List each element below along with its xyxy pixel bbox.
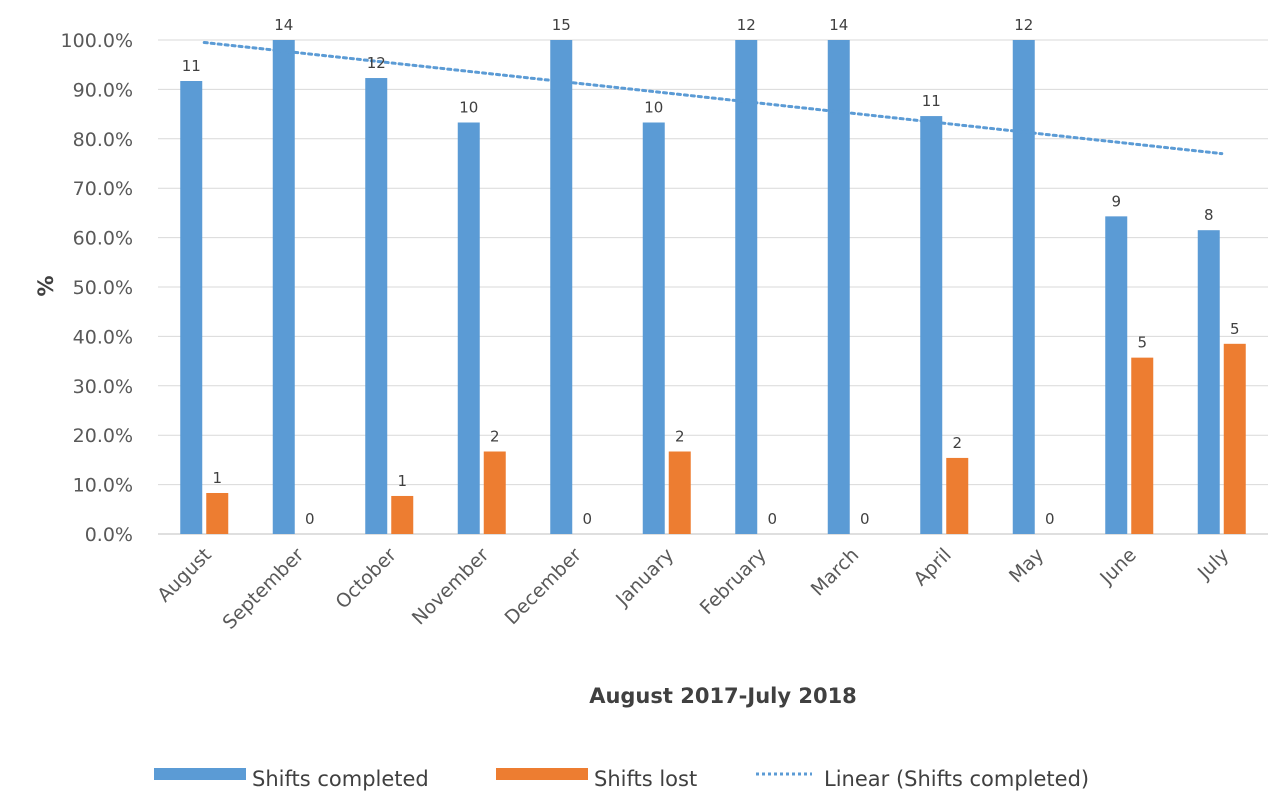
x-tick-label-august: August	[153, 544, 216, 607]
data-label-shifts-completed-july: 8	[1204, 206, 1214, 224]
bar-shifts-completed-november	[457, 122, 480, 535]
bar-shifts-lost-june	[1131, 357, 1154, 534]
bar-shifts-lost-january	[668, 451, 691, 534]
bar-shifts-completed-august	[180, 81, 203, 534]
bar-shifts-lost-july	[1223, 343, 1246, 534]
data-label-shifts-completed-september: 14	[274, 16, 293, 34]
x-tick-label-december: December	[501, 544, 586, 629]
legend: Shifts completed Shifts lost Linear (Shi…	[154, 767, 1089, 791]
x-tick-label-february: February	[696, 544, 771, 619]
data-label-shifts-lost-september: 0	[305, 510, 315, 528]
y-tick-label: 0.0%	[85, 524, 133, 546]
bar-shifts-lost-october	[391, 495, 414, 534]
x-tick-label-november: November	[408, 544, 494, 630]
bar-shifts-lost-april	[946, 457, 969, 534]
x-tick-label-october: October	[331, 544, 400, 613]
bar-shifts-completed-july	[1197, 230, 1220, 534]
data-label-shifts-lost-january: 2	[675, 428, 685, 446]
bar-shifts-completed-october	[365, 78, 388, 535]
legend-label-shifts-lost: Shifts lost	[594, 767, 697, 791]
data-label-shifts-lost-july: 5	[1230, 320, 1240, 338]
bar-shifts-lost-august	[206, 492, 229, 534]
bar-shifts-completed-april	[920, 116, 943, 535]
x-tick-label-september: September	[218, 544, 308, 634]
legend-label-shifts-completed: Shifts completed	[252, 767, 429, 791]
data-label-shifts-lost-april: 2	[952, 434, 962, 452]
legend-swatch-shifts-completed	[154, 768, 246, 780]
x-tick-label-july: July	[1193, 544, 1233, 584]
x-tick-label-june: June	[1095, 544, 1141, 590]
data-label-shifts-completed-august: 11	[182, 57, 201, 75]
data-label-shifts-lost-december: 0	[582, 510, 592, 528]
bar-shifts-completed-february	[735, 40, 758, 534]
y-tick-label: 20.0%	[73, 425, 133, 447]
legend-swatch-shifts-lost	[496, 768, 588, 780]
bar-shifts-completed-december	[550, 40, 573, 534]
data-label-shifts-completed-november: 10	[459, 98, 478, 116]
y-axis-ticks: 0.0% 10.0% 20.0% 30.0% 40.0% 50.0% 60.0% 70.0% 8…	[61, 30, 133, 546]
data-label-shifts-lost-may: 0	[1045, 510, 1055, 528]
y-tick-label: 90.0%	[73, 79, 133, 101]
data-label-shifts-completed-june: 9	[1111, 192, 1121, 210]
data-label-shifts-lost-august: 1	[212, 469, 222, 487]
y-tick-label: 50.0%	[73, 277, 133, 299]
data-label-shifts-completed-april: 11	[922, 92, 941, 110]
bar-shifts-completed-june	[1105, 216, 1128, 534]
trendline-layer	[202, 40, 1224, 156]
data-label-shifts-completed-december: 15	[552, 16, 571, 34]
x-tick-label-march: March	[807, 544, 864, 601]
bar-shifts-lost-november	[483, 451, 506, 534]
data-label-shifts-lost-february: 0	[767, 510, 777, 528]
y-tick-label: 10.0%	[73, 475, 133, 497]
bar-shifts-completed-march	[827, 40, 850, 534]
x-axis-title: August 2017-July 2018	[589, 684, 857, 708]
y-axis-title: %	[34, 275, 58, 296]
legend-label-trendline: Linear (Shifts completed)	[824, 767, 1089, 791]
y-tick-label: 30.0%	[73, 376, 133, 398]
bar-shifts-completed-january	[642, 122, 665, 535]
y-tick-label: 40.0%	[73, 326, 133, 348]
y-tick-label: 70.0%	[73, 178, 133, 200]
y-tick-label: 100.0%	[61, 30, 133, 52]
y-tick-label: 60.0%	[73, 228, 133, 250]
x-axis-ticks: August September October November December Ja…	[153, 544, 1233, 634]
data-label-shifts-completed-may: 12	[1014, 16, 1033, 34]
x-tick-label-may: May	[1005, 544, 1048, 587]
x-tick-label-april: April	[910, 544, 956, 590]
data-label-shifts-lost-october: 1	[397, 472, 407, 490]
gridlines	[158, 39, 1268, 535]
data-label-shifts-completed-october: 12	[367, 54, 386, 72]
data-label-shifts-completed-january: 10	[644, 98, 663, 116]
data-label-shifts-lost-march: 0	[860, 510, 870, 528]
x-tick-label-january: January	[611, 544, 678, 611]
data-label-shifts-lost-june: 5	[1137, 334, 1147, 352]
y-tick-label: 80.0%	[73, 129, 133, 151]
bar-shifts-completed-may	[1012, 40, 1035, 534]
data-label-shifts-lost-november: 2	[490, 428, 500, 446]
data-label-shifts-completed-march: 14	[829, 16, 848, 34]
bar-shifts-completed-september	[272, 40, 295, 534]
trendline	[202, 40, 1224, 156]
bars	[180, 40, 1246, 535]
data-label-shifts-completed-february: 12	[737, 16, 756, 34]
